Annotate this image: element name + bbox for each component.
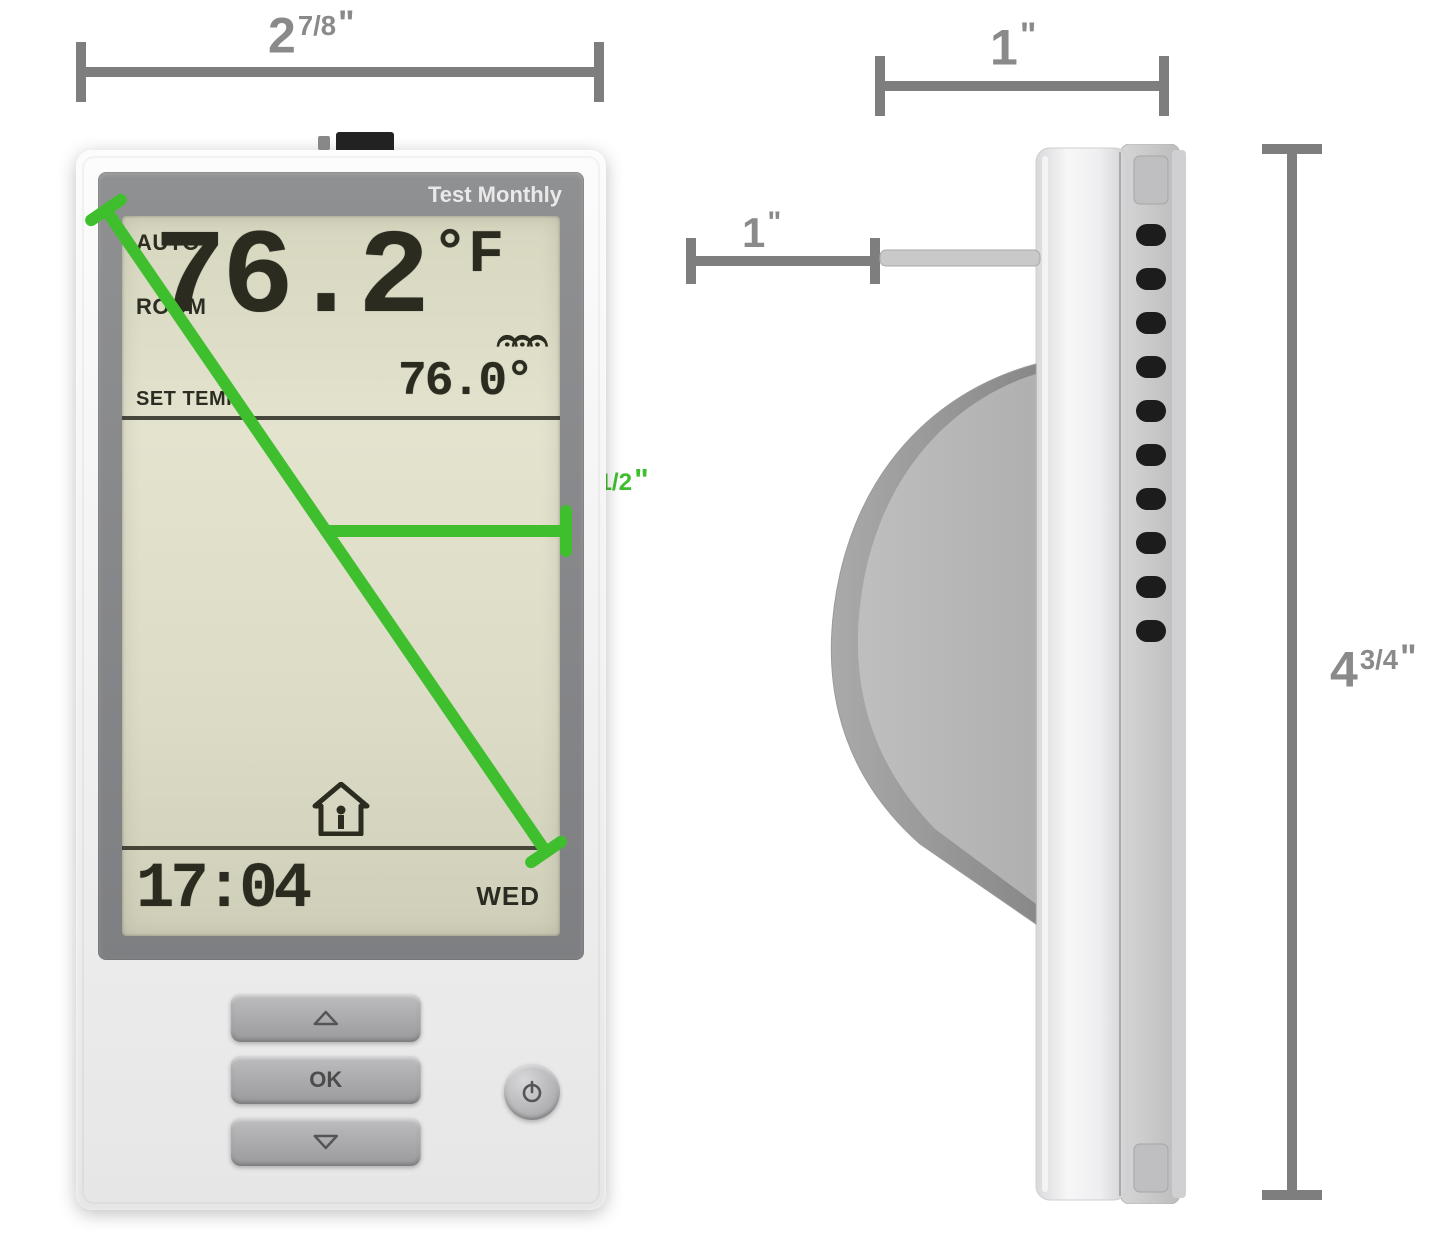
down-arrow-icon [313, 1134, 339, 1150]
dim-unit: " [1020, 16, 1037, 55]
ok-button-label: OK [309, 1067, 342, 1093]
power-icon [519, 1079, 545, 1105]
front-width-label: 27/8" [268, 6, 355, 61]
thermostat-side [720, 144, 1254, 1204]
dim-unit: " [1400, 638, 1417, 677]
up-arrow-icon [313, 1010, 339, 1026]
diagram-canvas: 27/8" 1" 1" 43/4" 31/2" Test Monthly A [0, 0, 1445, 1259]
thermostat-front: Test Monthly AUTO ROOM 76.2°F 𝄐𝄐𝄐 SET TE… [76, 150, 606, 1210]
power-button[interactable] [504, 1064, 560, 1120]
clock-time: 17:04 [136, 858, 308, 922]
dim-fraction: 3/4 [1360, 644, 1398, 675]
side-depth-label: 1" [990, 18, 1036, 73]
button-stack: OK [231, 994, 421, 1166]
bezel-brand-label: Test Monthly [428, 182, 562, 208]
set-temp-label: SET TEMP [136, 388, 240, 411]
dim-whole: 1 [990, 20, 1018, 76]
dim-whole: 4 [1330, 642, 1358, 698]
top-tab [336, 132, 394, 150]
height-bracket [1262, 144, 1322, 1200]
home-occupied-icon [311, 782, 371, 836]
up-button[interactable] [231, 994, 421, 1042]
current-temperature: 76.2°F [154, 220, 504, 340]
lcd-screen: AUTO ROOM 76.2°F 𝄐𝄐𝄐 SET TEMP 76.0° [122, 216, 560, 936]
ok-button[interactable]: OK [231, 1056, 421, 1104]
dim-unit: " [634, 462, 649, 497]
dim-unit: " [338, 4, 355, 43]
lcd-divider-1 [122, 416, 560, 420]
day-of-week: WED [476, 881, 540, 912]
height-label: 43/4" [1330, 640, 1417, 695]
set-temperature: 76.0° [398, 358, 532, 406]
lcd-divider-2 [122, 846, 560, 850]
dim-fraction: 7/8 [298, 10, 336, 41]
screen-bezel: Test Monthly AUTO ROOM 76.2°F 𝄐𝄐𝄐 SET TE… [98, 172, 584, 960]
dim-whole: 2 [268, 8, 296, 64]
down-button[interactable] [231, 1118, 421, 1166]
